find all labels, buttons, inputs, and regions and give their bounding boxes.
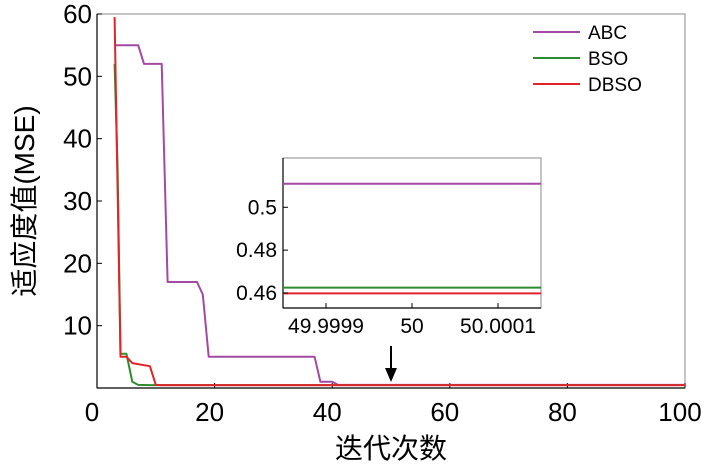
- inset-y-tick-label: 0.5: [248, 196, 277, 219]
- x-tick-label: 60: [430, 397, 459, 427]
- inset-plot-frame: [282, 157, 542, 309]
- y-tick-label: 30: [63, 186, 92, 216]
- x-tick-label: 100: [658, 397, 701, 427]
- inset-plot: 49.9999 50 50.0001 0.46 0.48 0.5: [236, 157, 542, 338]
- legend-label-abc: ABC: [588, 23, 627, 44]
- inset-x-tick-label: 50: [400, 315, 423, 338]
- y-tick-label: 60: [63, 0, 92, 29]
- legend-label-dbso: DBSO: [588, 75, 642, 96]
- inset-y-tick-label: 0.46: [236, 282, 277, 305]
- zoom-arrow-head: [385, 368, 397, 382]
- y-tick-label: 10: [63, 311, 92, 341]
- legend-label-bso: BSO: [588, 49, 628, 70]
- series-line-dbso: [113, 17, 685, 387]
- x-tick-label: 80: [548, 397, 577, 427]
- x-tick-label: 20: [195, 397, 224, 427]
- x-axis-title: 迭代次数: [335, 433, 447, 464]
- inset-y-tick-label: 0.48: [236, 239, 277, 262]
- inset-x-tick-label: 50.0001: [460, 315, 536, 338]
- y-tick-label: 20: [63, 248, 92, 278]
- x-tick-label: 0: [85, 397, 99, 427]
- main-plot: 0 20 40 60 80 100 10 20 30 40 50 60 迭代次数 适应度值(MSE): [9, 0, 702, 464]
- zoom-arrow: [385, 346, 397, 382]
- x-tick-label: 40: [313, 397, 342, 427]
- y-tick-label: 50: [63, 61, 92, 91]
- series-line-abc: [114, 44, 685, 386]
- y-axis-title: 适应度值(MSE): [9, 105, 40, 296]
- legend: ABC BSO DBSO: [533, 23, 642, 96]
- inset-x-tick-label: 49.9999: [288, 315, 364, 338]
- y-tick-label: 40: [63, 124, 92, 154]
